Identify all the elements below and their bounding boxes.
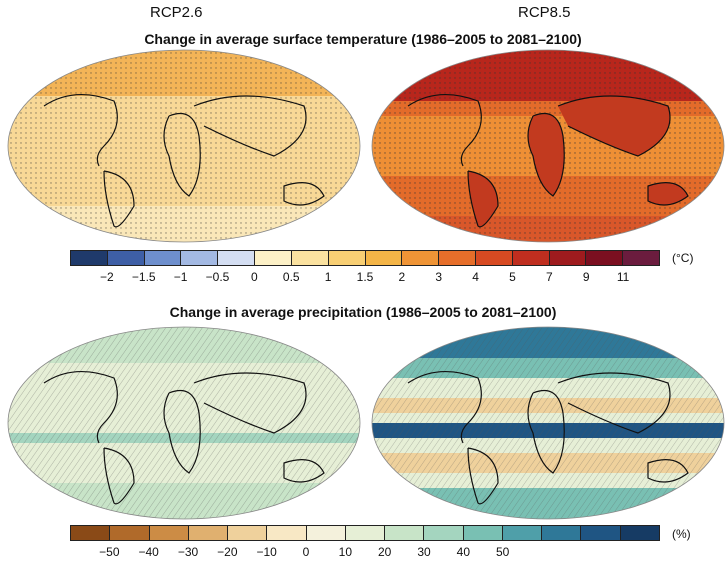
temperature-tick-label: −1.5 <box>131 270 156 284</box>
temperature-swatch <box>475 251 513 265</box>
precipitation-swatch <box>424 526 464 540</box>
temperature-swatch <box>623 251 659 265</box>
temperature-tick-label: 0 <box>251 270 258 284</box>
temperature-swatch <box>107 251 145 265</box>
precipitation-map-rcp26 <box>7 326 361 520</box>
continent-outlines <box>43 93 325 228</box>
precipitation-swatch <box>228 526 268 540</box>
scenario-label-rcp26: RCP2.6 <box>150 4 203 21</box>
precipitation-map-rcp85 <box>371 326 725 520</box>
precipitation-swatch <box>345 526 386 540</box>
temperature-unit: (°C) <box>672 251 694 265</box>
temperature-map-rcp85 <box>371 49 725 243</box>
precipitation-title: Change in average precipitation (1986–20… <box>169 304 557 320</box>
temperature-swatch <box>218 251 256 265</box>
temperature-tick-label: 2 <box>398 270 406 284</box>
temperature-tick-label: 1 <box>324 270 332 284</box>
precipitation-colorbar <box>70 525 660 541</box>
temperature-tick-label: −1 <box>173 270 188 284</box>
precipitation-tick-label: 50 <box>495 545 510 559</box>
temperature-tick-label: 1.5 <box>356 270 374 284</box>
temperature-tick-label: 9 <box>582 270 590 284</box>
precipitation-swatch <box>542 526 582 540</box>
temperature-swatch <box>328 251 366 265</box>
temperature-colorbar <box>70 250 660 266</box>
temperature-swatch <box>549 251 587 265</box>
temperature-map-rcp26 <box>7 49 361 243</box>
precipitation-swatch <box>463 526 503 540</box>
precipitation-swatch <box>188 526 229 540</box>
scenario-label-rcp85: RCP8.5 <box>518 4 571 21</box>
temperature-swatch <box>255 251 292 265</box>
precipitation-tick-label: 10 <box>338 545 353 559</box>
precipitation-tick-label: −40 <box>138 545 159 559</box>
temperature-tick-label: 3 <box>435 270 443 284</box>
temperature-tick-label: −2 <box>100 270 114 284</box>
precipitation-swatch <box>71 526 111 540</box>
precipitation-swatch <box>502 526 543 540</box>
temperature-swatch <box>291 251 329 265</box>
temperature-swatch <box>144 251 182 265</box>
precipitation-tick-label: −10 <box>256 545 277 559</box>
precipitation-swatch <box>267 526 307 540</box>
temperature-tick-label: 0.5 <box>282 270 300 284</box>
temperature-tick-label: 11 <box>616 270 630 284</box>
temperature-swatch <box>512 251 550 265</box>
precipitation-tick-label: 40 <box>456 545 471 559</box>
precipitation-tick-label: 20 <box>377 545 392 559</box>
temperature-tick-label: 4 <box>472 270 479 284</box>
precipitation-swatch <box>149 526 189 540</box>
precipitation-swatch <box>620 526 659 540</box>
temperature-swatch <box>439 251 476 265</box>
precipitation-tick-label: 0 <box>302 545 310 559</box>
temperature-swatch <box>402 251 440 265</box>
temperature-tick-label: 5 <box>509 270 516 284</box>
precipitation-tick-label: −20 <box>217 545 238 559</box>
precipitation-tick-label: −50 <box>99 545 120 559</box>
precipitation-swatch <box>581 526 621 540</box>
temperature-title: Change in average surface temperature (1… <box>144 31 582 47</box>
precipitation-tick-label: 30 <box>417 545 431 559</box>
temperature-swatch <box>586 251 624 265</box>
temperature-swatch <box>365 251 403 265</box>
precipitation-swatch <box>110 526 150 540</box>
temperature-tick-label: 7 <box>546 270 553 284</box>
precipitation-unit: (%) <box>672 527 691 541</box>
precipitation-swatch <box>385 526 425 540</box>
precipitation-tick-label: −30 <box>177 545 199 559</box>
temperature-tick-label: −0.5 <box>205 270 230 284</box>
temperature-swatch <box>181 251 219 265</box>
temperature-swatch <box>71 251 108 265</box>
precipitation-swatch <box>306 526 346 540</box>
